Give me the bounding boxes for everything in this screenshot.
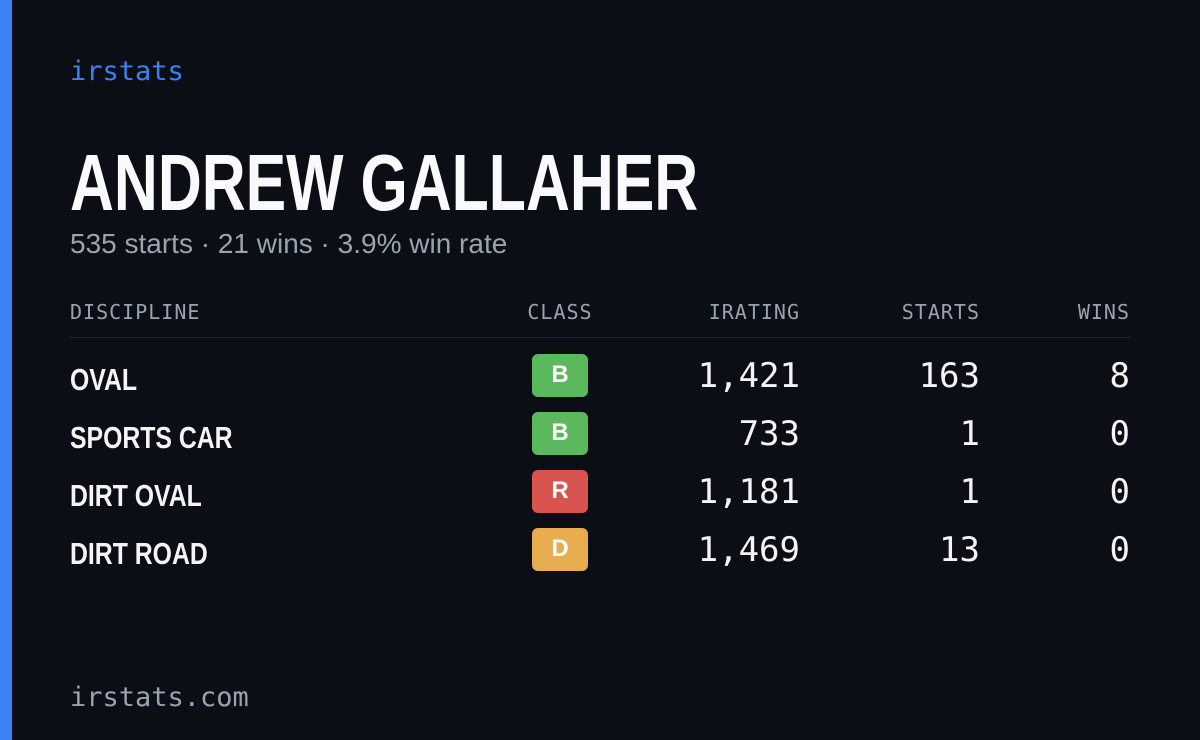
class-badge: D [532, 528, 588, 571]
class-badge: B [532, 412, 588, 455]
accent-bar [0, 0, 12, 740]
brand: irstats [70, 56, 184, 87]
irating: 1,181 [697, 472, 800, 512]
footer: irstats.com [70, 682, 249, 713]
wins: 0 [1109, 472, 1130, 512]
irating: 1,469 [697, 530, 800, 570]
column-header: CLASS [527, 300, 593, 324]
discipline: OVAL [70, 362, 138, 397]
wins: 0 [1109, 530, 1130, 570]
header-rule [70, 337, 1130, 338]
discipline: SPORTS CAR [70, 420, 233, 455]
class-badge: B [532, 354, 588, 397]
irating: 733 [738, 414, 800, 454]
driver-summary: 535 starts · 21 wins · 3.9% win rate [70, 228, 508, 259]
wins: 0 [1109, 414, 1130, 454]
discipline: DIRT OVAL [70, 478, 202, 513]
column-header: DISCIPLINE [70, 300, 201, 324]
column-header: STARTS [901, 300, 980, 324]
starts: 13 [939, 530, 980, 570]
driver-name: ANDREW GALLAHER [70, 138, 699, 227]
irating: 1,421 [697, 356, 800, 396]
starts: 1 [959, 472, 980, 512]
discipline: DIRT ROAD [70, 536, 208, 571]
column-header: IRATING [708, 300, 800, 324]
starts: 1 [959, 414, 980, 454]
wins: 8 [1109, 356, 1130, 396]
starts: 163 [918, 356, 980, 396]
class-badge: R [532, 470, 588, 513]
column-header: WINS [1077, 300, 1130, 324]
